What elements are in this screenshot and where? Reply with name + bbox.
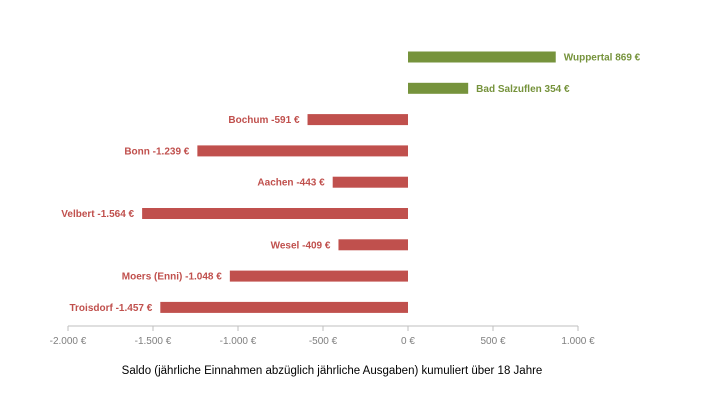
data-labels-group: Wuppertal 869 € Bad Salzuflen 354 € Bochum… bbox=[61, 53, 640, 314]
x-axis-title: Saldo (jährliche Einnahmen abzüglich jäh… bbox=[122, 365, 543, 377]
x-tick-label: -2.000 € bbox=[50, 336, 87, 347]
bar-velbert bbox=[142, 208, 408, 219]
data-label-bochum: Bochum -591 € bbox=[228, 115, 300, 126]
x-ticks-group: -2.000 € -1.500 € -1.000 € -500 € 0 € 500 € 1.… bbox=[50, 326, 595, 347]
bar-bonn bbox=[197, 145, 408, 157]
x-tick-label: 0 € bbox=[401, 336, 415, 347]
data-label-wuppertal: Wuppertal 869 € bbox=[564, 53, 641, 64]
bar-aachen bbox=[332, 176, 408, 188]
data-label-aachen: Aachen -443 € bbox=[257, 178, 325, 189]
x-tick-label: -1.500 € bbox=[135, 336, 172, 347]
data-label-velbert: Velbert -1.564 € bbox=[61, 209, 134, 220]
bar-bochum bbox=[307, 114, 408, 126]
bar-bad-salzuflen bbox=[408, 82, 469, 94]
x-tick-label: -1.000 € bbox=[220, 336, 257, 347]
x-tick-label: 1.000 € bbox=[561, 336, 595, 347]
bar-wuppertal bbox=[408, 51, 556, 63]
x-tick-label: -500 € bbox=[309, 336, 338, 347]
data-label-wesel: Wesel -409 € bbox=[271, 240, 331, 251]
data-label-moers-enni: Moers (Enni) -1.048 € bbox=[122, 272, 222, 283]
bar-troisdorf bbox=[160, 301, 408, 313]
bar-wesel bbox=[338, 239, 408, 251]
data-label-bad-salzuflen: Bad Salzuflen 354 € bbox=[476, 84, 570, 95]
x-tick-label: 500 € bbox=[480, 336, 505, 347]
bars-group bbox=[142, 51, 556, 313]
data-label-bonn: Bonn -1.239 € bbox=[124, 146, 189, 157]
data-label-troisdorf: Troisdorf -1.457 € bbox=[69, 303, 152, 314]
bar-moers-enni bbox=[229, 270, 408, 282]
